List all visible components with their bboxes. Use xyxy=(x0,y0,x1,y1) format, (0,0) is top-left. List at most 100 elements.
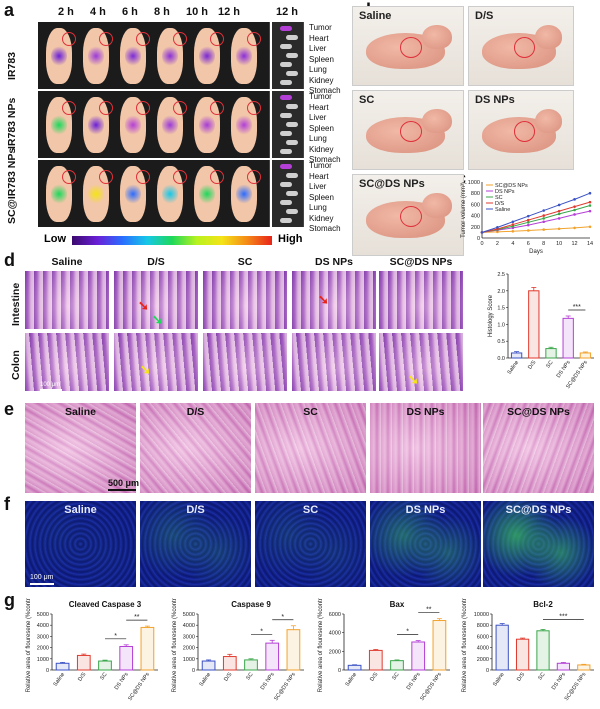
tumor-marker xyxy=(173,32,187,46)
legend-label: SC@DS NPs xyxy=(495,183,528,189)
fluorescence-signal xyxy=(236,46,252,66)
fluorescence-image xyxy=(254,500,367,588)
tumor-section-image xyxy=(369,402,482,494)
fluorescence-signal xyxy=(125,46,141,66)
data-point xyxy=(573,226,576,230)
tumor-section-image xyxy=(139,402,252,494)
tissue-overlay xyxy=(25,271,109,329)
mouse-silhouette xyxy=(120,166,146,222)
photo-group-label: SC@DS NPs xyxy=(359,178,425,190)
histology-image xyxy=(113,332,199,392)
y-tick-label: 3000 xyxy=(183,634,195,640)
scale-bar-label: 500 μm xyxy=(108,478,140,488)
y-tick-label: 1000 xyxy=(183,657,195,663)
tumor-section-group-label: SC xyxy=(303,406,318,418)
x-tick-label: Saline xyxy=(492,672,506,688)
panel-label-g: g xyxy=(4,590,15,610)
significance-label: * xyxy=(406,629,409,636)
tissue-overlay xyxy=(370,403,481,493)
tumor-marker xyxy=(99,101,113,115)
histology-image xyxy=(202,270,288,330)
tumor-marker xyxy=(99,32,113,46)
y-tick-label: 4000 xyxy=(329,631,341,637)
y-tick-label: 0 xyxy=(192,668,195,674)
significance-label: ** xyxy=(134,614,140,621)
organ-tissue xyxy=(280,164,292,169)
organ-list: Tumor Heart Liver Spleen Lung Kidney Stomach xyxy=(309,92,341,166)
tissue-overlay xyxy=(25,403,136,493)
data-point xyxy=(542,214,546,217)
y-tick-label: 400 xyxy=(471,214,480,220)
histology-group-label: SC xyxy=(237,256,253,268)
tissue-overlay xyxy=(483,403,594,493)
tissue-overlay xyxy=(379,271,463,329)
y-tick-label: 10000 xyxy=(474,612,489,618)
annotation-arrow-icon: ➘ xyxy=(140,362,151,377)
tissue-overlay xyxy=(292,271,376,329)
histology-group-label: D/S xyxy=(147,256,165,268)
significance-label: ** xyxy=(426,607,432,614)
fluorescence-group-label: DS NPs xyxy=(405,504,446,516)
fluorescence-signal xyxy=(199,184,215,204)
fluorescence-signal xyxy=(51,115,67,135)
bar xyxy=(222,656,237,671)
data-point xyxy=(557,217,561,220)
y-tick-label: 4000 xyxy=(37,623,49,629)
y-axis-label: Histology Score xyxy=(488,294,494,337)
organ-label: Heart xyxy=(309,33,329,43)
organ-tissue xyxy=(286,191,298,196)
x-tick-label: SC@DS NPs xyxy=(419,672,443,703)
tumor-marker xyxy=(210,101,224,115)
tumor-section-group-label: Saline xyxy=(65,406,96,418)
mouse-photo: D/S xyxy=(468,6,574,86)
annotation-arrow-icon: ➘ xyxy=(152,312,163,327)
data-point xyxy=(588,225,592,229)
legend-label: SC xyxy=(495,195,503,201)
fluorescence-image xyxy=(24,500,137,588)
x-tick-label: SC xyxy=(391,672,400,682)
tumor-marker xyxy=(210,32,224,46)
data-point xyxy=(573,208,576,212)
organ-label: Kidney xyxy=(309,213,334,223)
x-tick-label: DS NPs xyxy=(260,672,276,692)
panel-label-d: d xyxy=(4,250,15,270)
data-point xyxy=(557,209,561,213)
scale-bar xyxy=(40,389,62,391)
organ-label: Stomach xyxy=(309,86,341,95)
y-tick-label: 0 xyxy=(46,668,49,674)
significance-label: * xyxy=(281,614,284,621)
scale-bar-label: 100 μm xyxy=(30,574,54,581)
bar xyxy=(244,659,258,671)
tumor-circle xyxy=(400,206,423,228)
bar xyxy=(140,626,155,671)
tumor-marker xyxy=(210,170,224,184)
bar xyxy=(577,664,591,671)
imaging-row-label: IR783 NPs xyxy=(6,97,18,149)
fluorescence-signal xyxy=(51,46,67,66)
tumor-circle xyxy=(513,37,535,59)
tumor-marker xyxy=(62,101,76,115)
x-tick-label: SC@DS NPs xyxy=(127,672,151,703)
y-tick-label: 4000 xyxy=(477,646,489,652)
bar xyxy=(495,624,509,671)
organ-tissue xyxy=(280,131,292,136)
fluorescence-signal xyxy=(162,184,178,204)
x-tick-label: 8 xyxy=(542,241,545,247)
photo-group-label: DS NPs xyxy=(475,94,515,106)
bar xyxy=(76,654,91,671)
organ-label: Liver xyxy=(309,182,327,191)
tumor-marker xyxy=(62,32,76,46)
fluorescence-signal xyxy=(88,184,104,204)
fluorescence-signal xyxy=(162,115,178,135)
data-point xyxy=(526,223,530,227)
organ-label: Stomach xyxy=(309,155,341,164)
fluorescence-signal xyxy=(51,184,67,204)
colorbar-low-label: Low xyxy=(44,233,66,245)
y-tick-label: 5000 xyxy=(37,612,49,618)
data-point xyxy=(573,205,576,208)
y-tick-label: 200 xyxy=(471,225,480,231)
y-tick-label: 3000 xyxy=(37,634,49,640)
y-tick-label: 6000 xyxy=(477,634,489,640)
histology-image xyxy=(24,270,110,330)
y-tick-label: 6000 xyxy=(329,612,341,618)
